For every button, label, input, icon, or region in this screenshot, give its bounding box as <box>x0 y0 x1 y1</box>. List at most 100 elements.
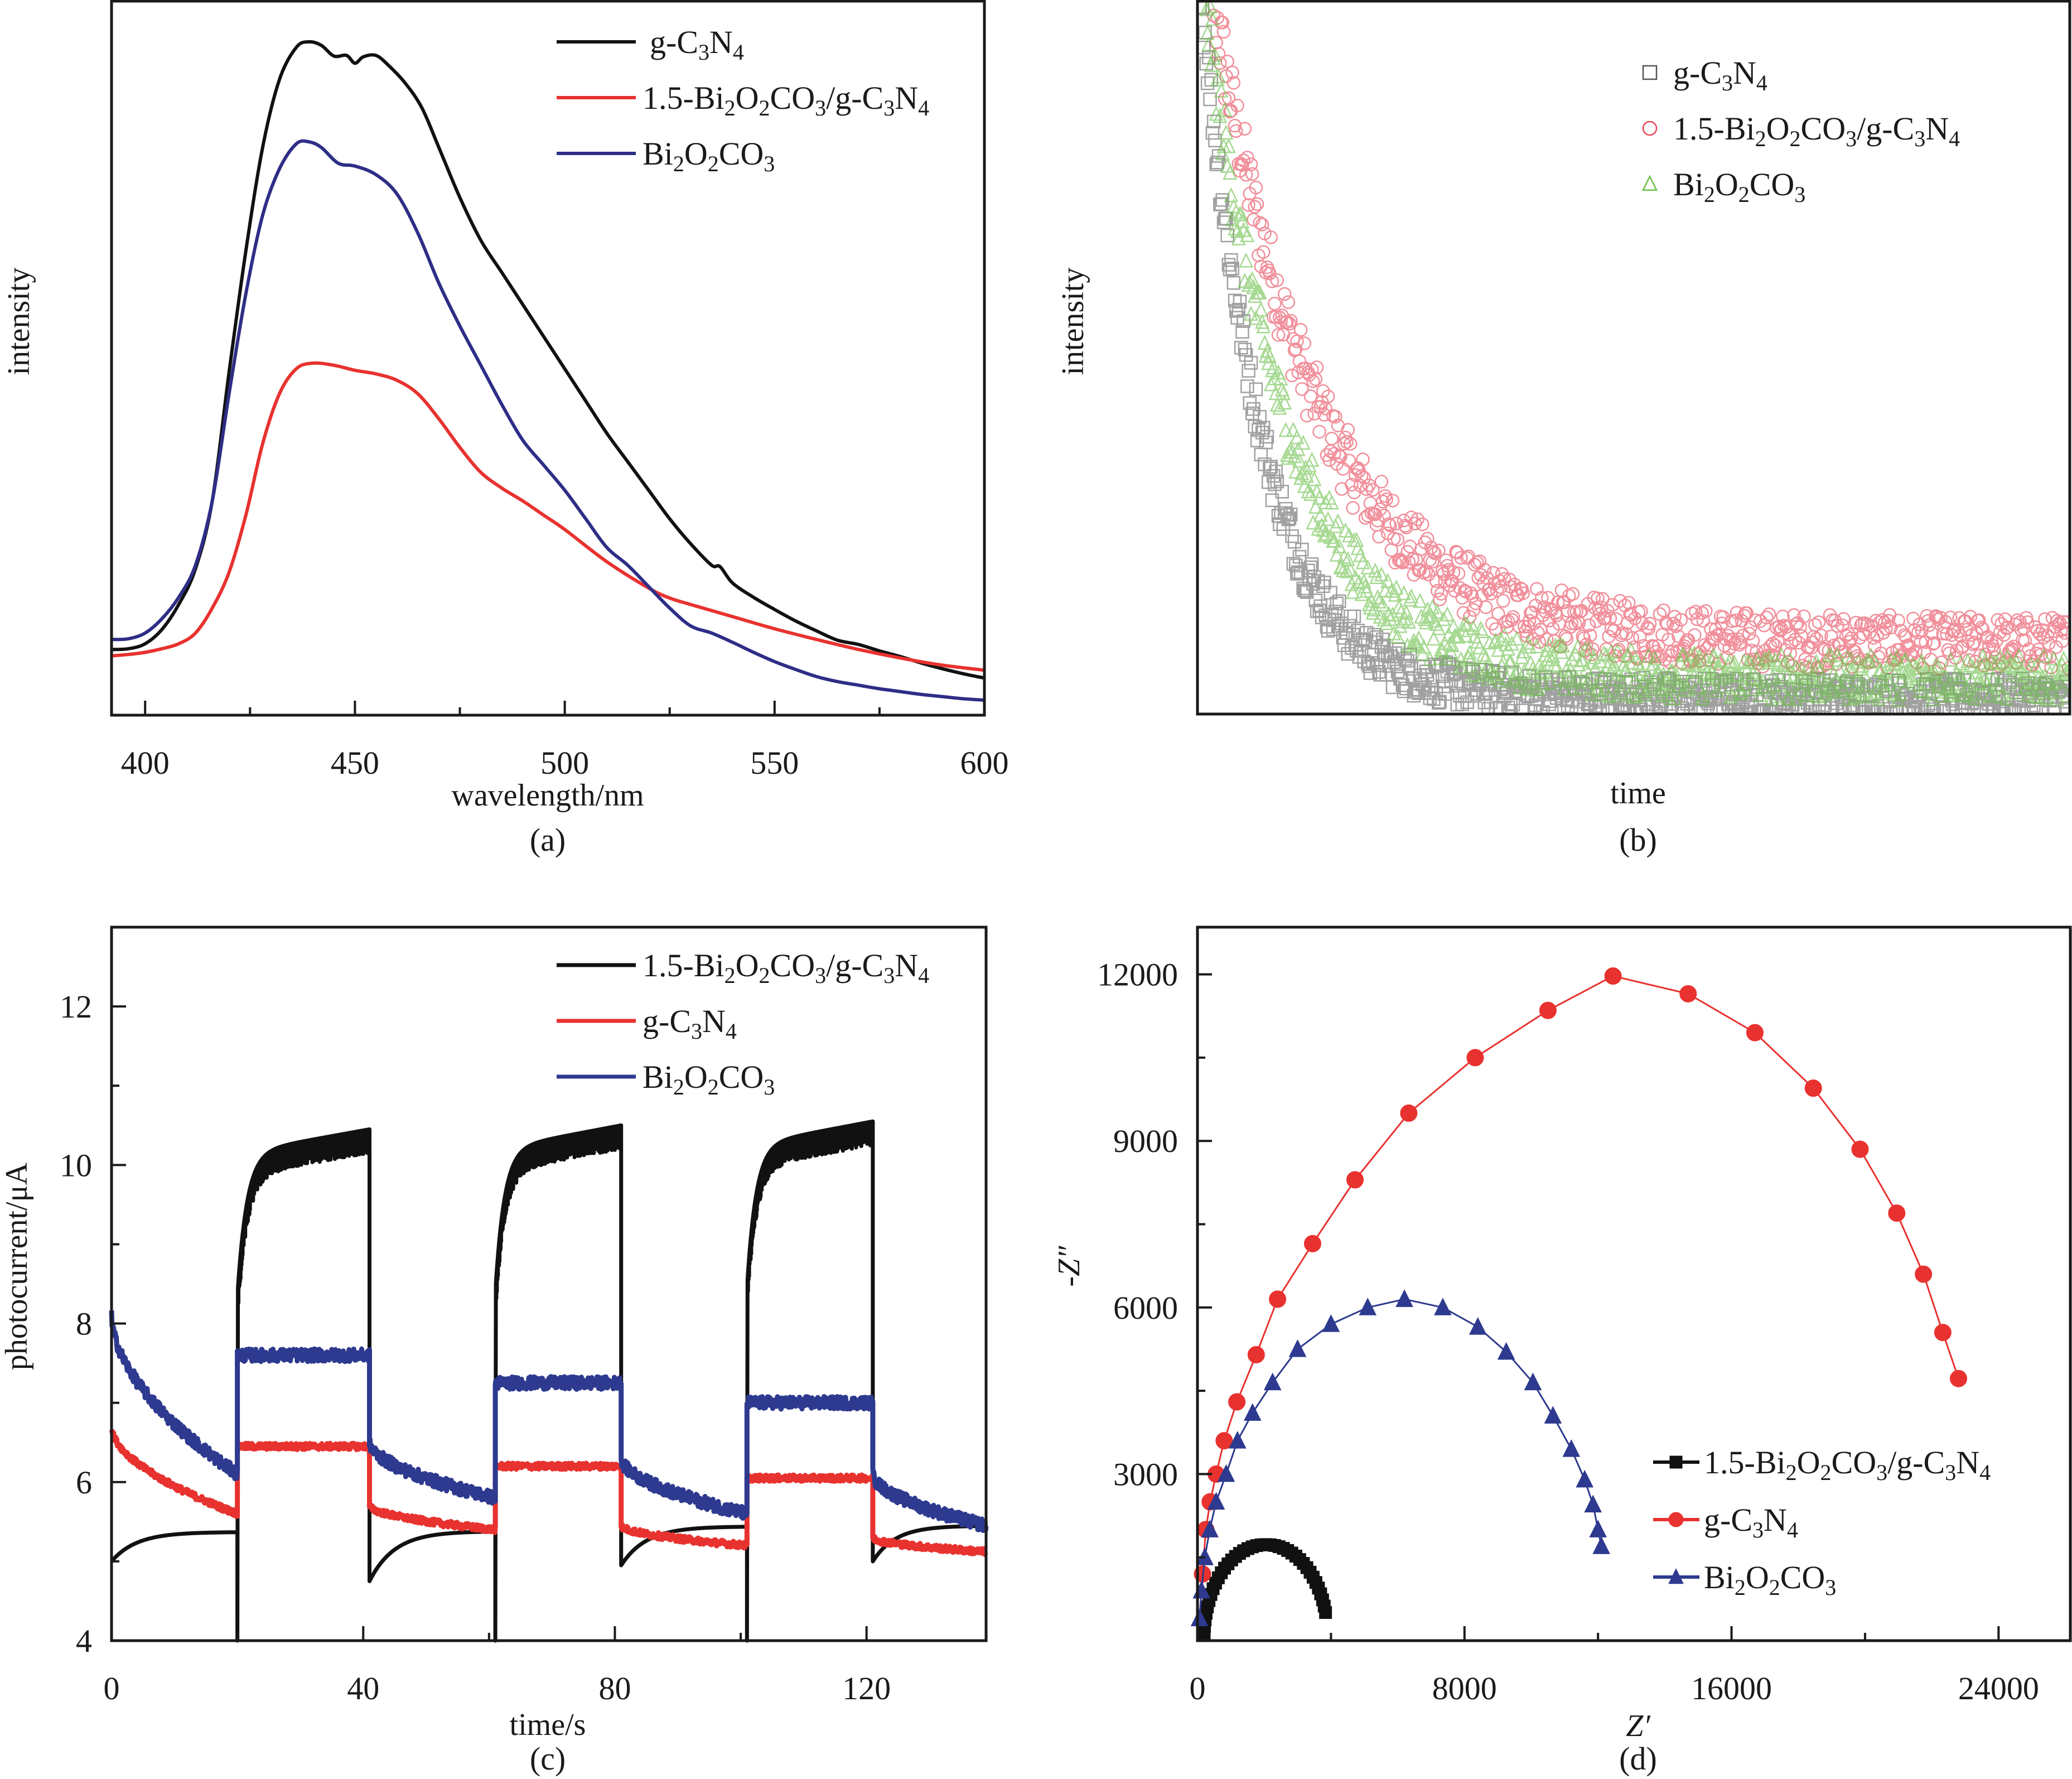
panel-b-point <box>1844 631 1858 645</box>
panel-b-point <box>1332 538 1347 553</box>
panel-b-point <box>1374 566 1389 582</box>
panel-a-legend-label: 1.5-Bi2O2CO3/g-C3N4 <box>643 80 929 120</box>
panel-b-point <box>1509 630 1524 646</box>
panel-b-point <box>1840 649 1855 664</box>
panel-b-point <box>1689 605 1703 619</box>
panel-b-point <box>1681 681 1696 697</box>
panel-b-point <box>1516 586 1530 600</box>
panel-b-point <box>1257 421 1271 435</box>
panel-b-point <box>1720 668 1735 683</box>
panel-b-point <box>1225 65 1239 80</box>
panel-d-series-Bi2O2CO3 <box>1190 1289 1610 1627</box>
panel-a-axes-frame <box>110 0 986 717</box>
panel-b-point <box>1317 408 1331 422</box>
panel-b-point <box>1268 297 1282 311</box>
panel-b-point <box>1926 702 1940 714</box>
panel-d-point <box>1466 1049 1484 1067</box>
panel-b-point <box>1268 385 1283 401</box>
panel-c-x-tick-label: 120 <box>842 1670 891 1706</box>
panel-b-point <box>1313 599 1328 613</box>
panel-b-point <box>1303 389 1318 403</box>
panel-b-point <box>1916 683 1931 698</box>
panel-b-point <box>1491 642 1506 657</box>
panel-b-point <box>1688 655 1703 671</box>
panel-b-point <box>1528 680 1543 696</box>
panel-b-point <box>1286 421 1301 437</box>
panel-b-point <box>1506 610 1520 624</box>
panel-b-point <box>1853 686 1868 701</box>
panel-d-point <box>1269 1290 1287 1308</box>
panel-b-point <box>1428 546 1442 561</box>
panel-b-point <box>1298 459 1313 475</box>
panel-a-legend-label: g-C3N4 <box>650 24 744 65</box>
panel-b-point <box>1379 615 1394 630</box>
panel-b-point <box>1366 483 1380 497</box>
panel-b-point <box>1214 197 1228 211</box>
panel-b-point <box>1292 452 1307 468</box>
panel-b-point <box>1479 600 1493 614</box>
panel-a-pl-spectra: 400 450 500 550 600 wavelength/nm intensity … <box>2 0 1009 858</box>
panel-b-point <box>1253 301 1268 317</box>
panel-b-point <box>1656 603 1670 618</box>
panel-b-point <box>1976 622 1990 637</box>
panel-b-point <box>1337 437 1351 451</box>
panel-b-point <box>1412 592 1427 608</box>
panel-b-point <box>1867 653 1882 668</box>
panel-b-point <box>1226 276 1241 290</box>
panel-b-point <box>1455 659 1470 674</box>
panel-b-point <box>1270 474 1284 489</box>
panel-b-point <box>1433 592 1447 606</box>
panel-d-point <box>1589 1520 1607 1537</box>
panel-b-point <box>2052 673 2068 689</box>
panel-b-point <box>1814 628 1828 643</box>
panel-d-legend-label: 1.5-Bi2O2CO3/g-C3N4 <box>1704 1444 1991 1485</box>
panel-b-point <box>2057 626 2070 640</box>
panel-b-point <box>1340 551 1355 566</box>
panel-b-point <box>1476 686 1490 700</box>
panel-b-point <box>1640 620 1654 634</box>
panel-b-point <box>1716 610 1730 624</box>
panel-b-point <box>1673 654 1688 670</box>
panel-b-point <box>1583 670 1598 686</box>
panel-b-point <box>1605 661 1620 677</box>
panel-b-point <box>1784 678 1799 693</box>
panel-b-point <box>1248 200 1262 214</box>
panel-b-point <box>1285 368 1299 383</box>
panel-b-point <box>1976 648 1991 664</box>
panel-b-point <box>1660 687 1675 702</box>
panel-b-point <box>1743 620 1757 634</box>
panel-b-point <box>1829 672 1844 687</box>
panel-b-point <box>1404 588 1419 604</box>
panel-b-label: (b) <box>1619 822 1657 858</box>
panel-b-point <box>1517 663 1532 678</box>
panel-b-point <box>1860 652 1875 667</box>
panel-b-point <box>1321 389 1335 403</box>
panel-c-legend: 1.5-Bi2O2CO3/g-C3N4 g-C3N4 Bi2O2CO3 <box>557 947 929 1100</box>
panel-d-label: (d) <box>1619 1741 1657 1777</box>
panel-a-x-tick-label: 600 <box>960 745 1009 781</box>
panel-b-point <box>1927 636 1941 650</box>
panel-b-point <box>1788 691 1803 706</box>
panel-b-point <box>1321 511 1336 526</box>
panel-b-point <box>1548 637 1563 653</box>
panel-b-point <box>1476 647 1491 662</box>
panel-b-point <box>1277 394 1292 410</box>
panel-d-point <box>1934 1324 1952 1342</box>
panel-d-legend-label: g-C3N4 <box>1704 1502 1798 1542</box>
panel-b-point <box>1662 633 1675 647</box>
panel-b-point <box>1730 605 1744 620</box>
panel-b-point <box>1503 653 1518 669</box>
panel-b-point <box>1582 618 1596 633</box>
panel-a-x-tick-label: 450 <box>331 745 379 781</box>
panel-b-point <box>1508 665 1523 681</box>
panel-b-point <box>1390 628 1405 644</box>
panel-b-point <box>1721 657 1736 673</box>
panel-c-series-Bi2O2CO3 <box>109 1310 989 1534</box>
panel-b-point <box>1431 620 1446 635</box>
panel-b-point <box>1342 619 1356 633</box>
panel-b-point <box>1240 379 1254 393</box>
panel-d-point <box>1604 967 1622 985</box>
panel-b-point <box>1359 482 1374 496</box>
panel-b-point <box>1341 423 1355 437</box>
